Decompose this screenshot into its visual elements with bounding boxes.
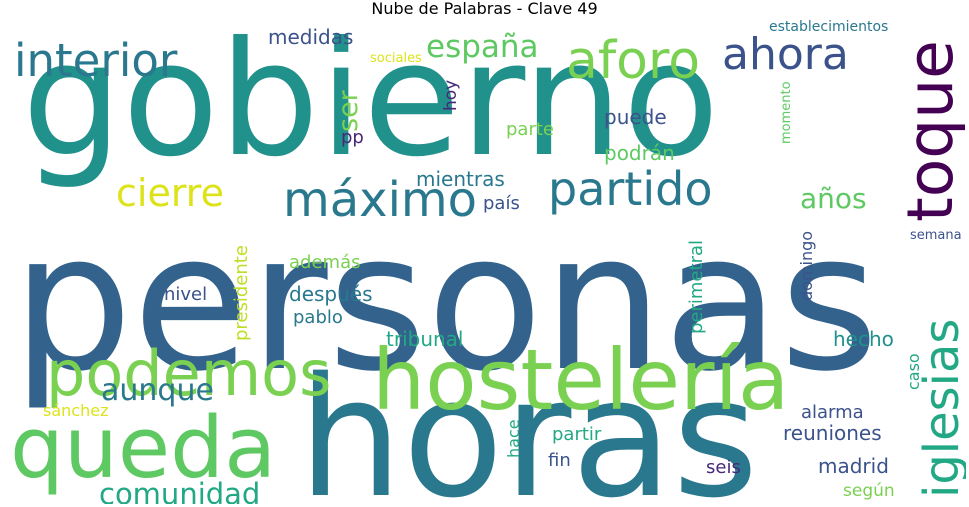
- word-establecimientos: establecimientos: [769, 19, 889, 35]
- word-puede: puede: [604, 105, 667, 129]
- word-despues: después: [289, 282, 373, 306]
- word-horas: horas: [298, 342, 759, 505]
- word-madrid: madrid: [818, 454, 889, 478]
- word-pais: país: [483, 193, 520, 214]
- word-pablo: pablo: [293, 307, 343, 328]
- word-seis: seis: [706, 457, 741, 478]
- word-caso: caso: [904, 353, 923, 390]
- word-ser: ser: [333, 90, 364, 132]
- word-ademas: además: [289, 252, 361, 273]
- word-sanchez: sánchez: [43, 401, 109, 420]
- word-espana: españa: [426, 29, 539, 65]
- word-cloud: personas gobierno horas hostelería queda…: [6, 18, 966, 504]
- word-cierre: cierre: [116, 171, 224, 215]
- word-medidas: medidas: [268, 25, 354, 49]
- word-toque[interactable]: toque: [894, 40, 966, 222]
- word-personas: personas: [12, 192, 879, 413]
- word-gobierno: gobierno: [22, 18, 720, 192]
- word-maximo: máximo: [283, 172, 478, 228]
- word-semana: semana: [910, 228, 962, 243]
- word-mientras: mientras: [416, 167, 505, 191]
- word-presidente: presidente: [231, 245, 252, 341]
- word-iglesias: iglesias: [914, 318, 966, 498]
- word-ahora: ahora: [722, 29, 849, 80]
- word-hoy: hoy: [441, 79, 461, 111]
- word-queda: queda: [10, 399, 277, 498]
- word-parte: parte: [506, 119, 554, 140]
- word-segun: según: [843, 481, 895, 501]
- word-nivel: nivel: [164, 284, 208, 305]
- word-partir: partir: [552, 424, 602, 445]
- word-perimetral: perimetral: [686, 240, 707, 334]
- word-comunidad: comunidad: [99, 477, 261, 505]
- word-sociales: sociales: [370, 51, 422, 66]
- word-aunque: aunque: [101, 373, 214, 408]
- word-aforo: aforo: [566, 31, 701, 91]
- word-momento: momento: [779, 81, 794, 144]
- word-podran: podrán: [604, 141, 675, 165]
- word-hace: hace: [504, 419, 523, 458]
- word-tribunal: tribunal: [386, 327, 464, 351]
- word-domingo: domingo: [797, 230, 816, 301]
- word-hosteleria: hostelería: [372, 331, 790, 429]
- chart-title: Nube de Palabras - Clave 49: [371, 0, 598, 18]
- word-interior: interior: [14, 34, 178, 87]
- word-fin: fin: [548, 450, 571, 471]
- word-podemos: podemos: [46, 337, 332, 410]
- word-reuniones: reuniones: [783, 421, 882, 445]
- word-alarma: alarma: [801, 402, 864, 423]
- word-hecho: hecho: [833, 327, 894, 351]
- word-partido: partido: [548, 162, 713, 216]
- word-anos: años: [800, 182, 867, 215]
- word-pp: pp: [341, 127, 364, 148]
